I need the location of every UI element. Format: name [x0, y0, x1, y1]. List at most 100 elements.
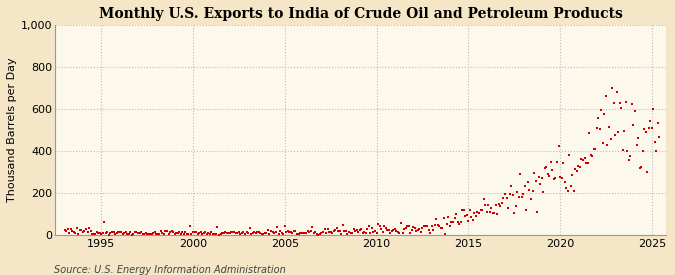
- Point: [122, 232, 133, 236]
- Point: [452, 219, 463, 224]
- Point: [157, 231, 168, 235]
- Point: [331, 226, 342, 231]
- Point: [613, 130, 624, 134]
- Point: [385, 231, 396, 235]
- Point: [212, 224, 223, 229]
- Point: [579, 156, 590, 160]
- Point: [85, 229, 96, 233]
- Point: [73, 231, 84, 236]
- Point: [65, 227, 76, 232]
- Point: [541, 164, 551, 169]
- Point: [464, 208, 475, 212]
- Point: [327, 231, 338, 235]
- Point: [435, 226, 446, 230]
- Point: [645, 119, 655, 123]
- Point: [487, 211, 498, 216]
- Point: [236, 231, 247, 235]
- Point: [318, 230, 329, 234]
- Point: [409, 226, 420, 230]
- Point: [462, 213, 472, 217]
- Point: [138, 232, 149, 236]
- Point: [572, 169, 583, 174]
- Point: [653, 121, 664, 125]
- Point: [348, 226, 359, 231]
- Point: [206, 230, 217, 235]
- Point: [601, 94, 612, 98]
- Point: [278, 232, 289, 236]
- Point: [589, 147, 599, 152]
- Point: [377, 230, 388, 234]
- Point: [321, 231, 331, 235]
- Point: [634, 166, 645, 170]
- Point: [509, 210, 520, 215]
- Point: [630, 109, 641, 113]
- Point: [240, 232, 250, 236]
- Point: [284, 230, 295, 235]
- Point: [521, 208, 532, 212]
- Point: [497, 201, 508, 205]
- Point: [451, 212, 462, 216]
- Point: [111, 231, 122, 236]
- Point: [109, 232, 120, 236]
- Point: [96, 232, 107, 236]
- Point: [172, 230, 183, 235]
- Point: [192, 232, 203, 236]
- Point: [227, 230, 238, 234]
- Point: [514, 195, 524, 199]
- Point: [246, 232, 256, 236]
- Point: [492, 212, 503, 216]
- Point: [460, 214, 470, 218]
- Point: [555, 175, 566, 179]
- Point: [636, 165, 647, 169]
- Point: [595, 127, 605, 132]
- Point: [370, 229, 381, 234]
- Point: [319, 227, 330, 232]
- Point: [466, 215, 477, 219]
- Point: [432, 222, 443, 227]
- Point: [200, 230, 211, 235]
- Point: [614, 101, 625, 105]
- Point: [301, 231, 312, 235]
- Point: [59, 228, 70, 232]
- Point: [516, 194, 527, 199]
- Point: [637, 149, 648, 153]
- Point: [205, 232, 215, 236]
- Point: [417, 226, 428, 231]
- Point: [114, 230, 125, 234]
- Point: [458, 208, 469, 212]
- Point: [418, 224, 429, 229]
- Point: [140, 231, 151, 235]
- Point: [434, 224, 445, 228]
- Point: [389, 227, 400, 231]
- Point: [99, 219, 110, 224]
- Point: [328, 229, 339, 233]
- Point: [382, 227, 393, 232]
- Point: [537, 176, 547, 180]
- Point: [105, 230, 116, 235]
- Point: [120, 230, 131, 235]
- Point: [103, 232, 114, 237]
- Point: [119, 230, 130, 235]
- Point: [334, 228, 345, 233]
- Point: [84, 226, 95, 231]
- Point: [230, 231, 241, 236]
- Point: [61, 229, 72, 233]
- Point: [117, 232, 128, 236]
- Point: [359, 230, 370, 235]
- Text: Source: U.S. Energy Information Administration: Source: U.S. Energy Information Administ…: [54, 265, 286, 275]
- Point: [527, 189, 538, 193]
- Point: [290, 229, 301, 233]
- Point: [302, 229, 313, 233]
- Point: [628, 122, 639, 127]
- Point: [503, 205, 514, 210]
- Point: [356, 227, 367, 232]
- Point: [215, 232, 226, 236]
- Point: [186, 232, 197, 236]
- Point: [643, 126, 654, 130]
- Point: [72, 226, 82, 231]
- Point: [608, 101, 619, 106]
- Point: [266, 229, 277, 233]
- Point: [610, 133, 620, 137]
- Point: [362, 226, 373, 231]
- Point: [78, 229, 88, 234]
